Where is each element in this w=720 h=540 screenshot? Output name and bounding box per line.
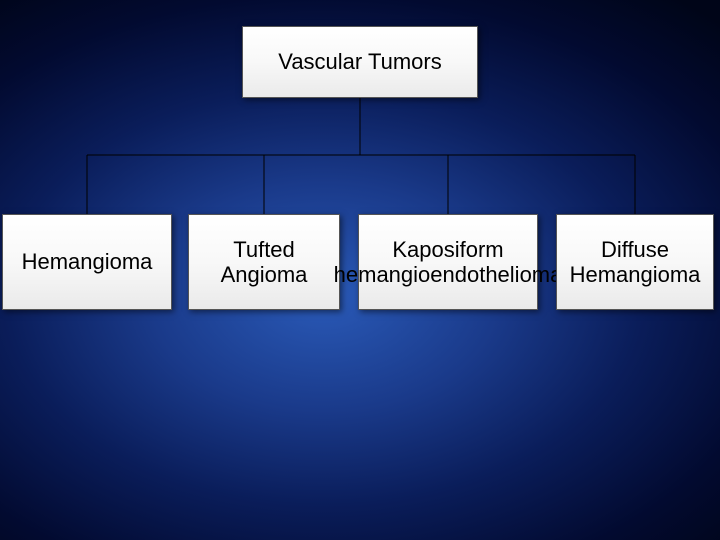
child-label-3: Kaposiform hemangioendothelioma	[334, 237, 563, 288]
child-label-2: Tufted Angioma	[199, 237, 329, 288]
root-label: Vascular Tumors	[278, 49, 441, 74]
child-node-2: Tufted Angioma	[188, 214, 340, 310]
child-node-1: Hemangioma	[2, 214, 172, 310]
root-node: Vascular Tumors	[242, 26, 478, 98]
child-node-4: Diffuse Hemangioma	[556, 214, 714, 310]
child-label-4: Diffuse Hemangioma	[567, 237, 703, 288]
child-label-1: Hemangioma	[22, 249, 153, 274]
child-node-3: Kaposiform hemangioendothelioma	[358, 214, 538, 310]
